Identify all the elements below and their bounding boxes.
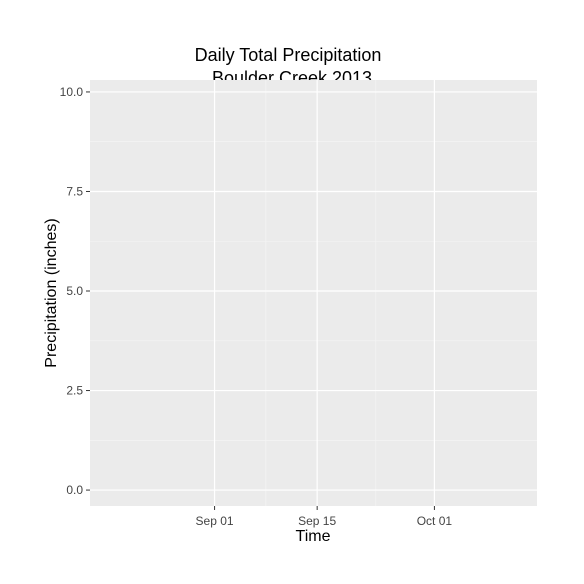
chart-title-line-1: Daily Total Precipitation	[195, 45, 382, 65]
y-tick-label: 0.0	[66, 483, 83, 497]
y-axis-title: Precipitation (inches)	[43, 218, 60, 367]
major-grid-x	[213, 80, 436, 506]
plot-panel	[90, 80, 537, 506]
y-tick-label: 7.5	[66, 184, 83, 198]
x-axis-title: Time	[296, 528, 331, 545]
y-tick-label: 2.5	[66, 384, 83, 398]
x-tick-label: Sep 01	[196, 514, 234, 528]
y-tick-label: 10.0	[60, 85, 84, 99]
minor-grid-x	[265, 80, 377, 506]
x-axis-ticks: Sep 01 Sep 15 Oct 01	[196, 506, 453, 528]
major-grid-y	[90, 91, 537, 491]
y-axis-ticks: 0.0 2.5 5.0 7.5 10.0	[60, 85, 90, 497]
y-tick-label: 5.0	[66, 284, 83, 298]
x-tick-label: Sep 15	[298, 514, 336, 528]
x-tick-label: Oct 01	[417, 514, 453, 528]
minor-grid-y	[90, 141, 537, 441]
